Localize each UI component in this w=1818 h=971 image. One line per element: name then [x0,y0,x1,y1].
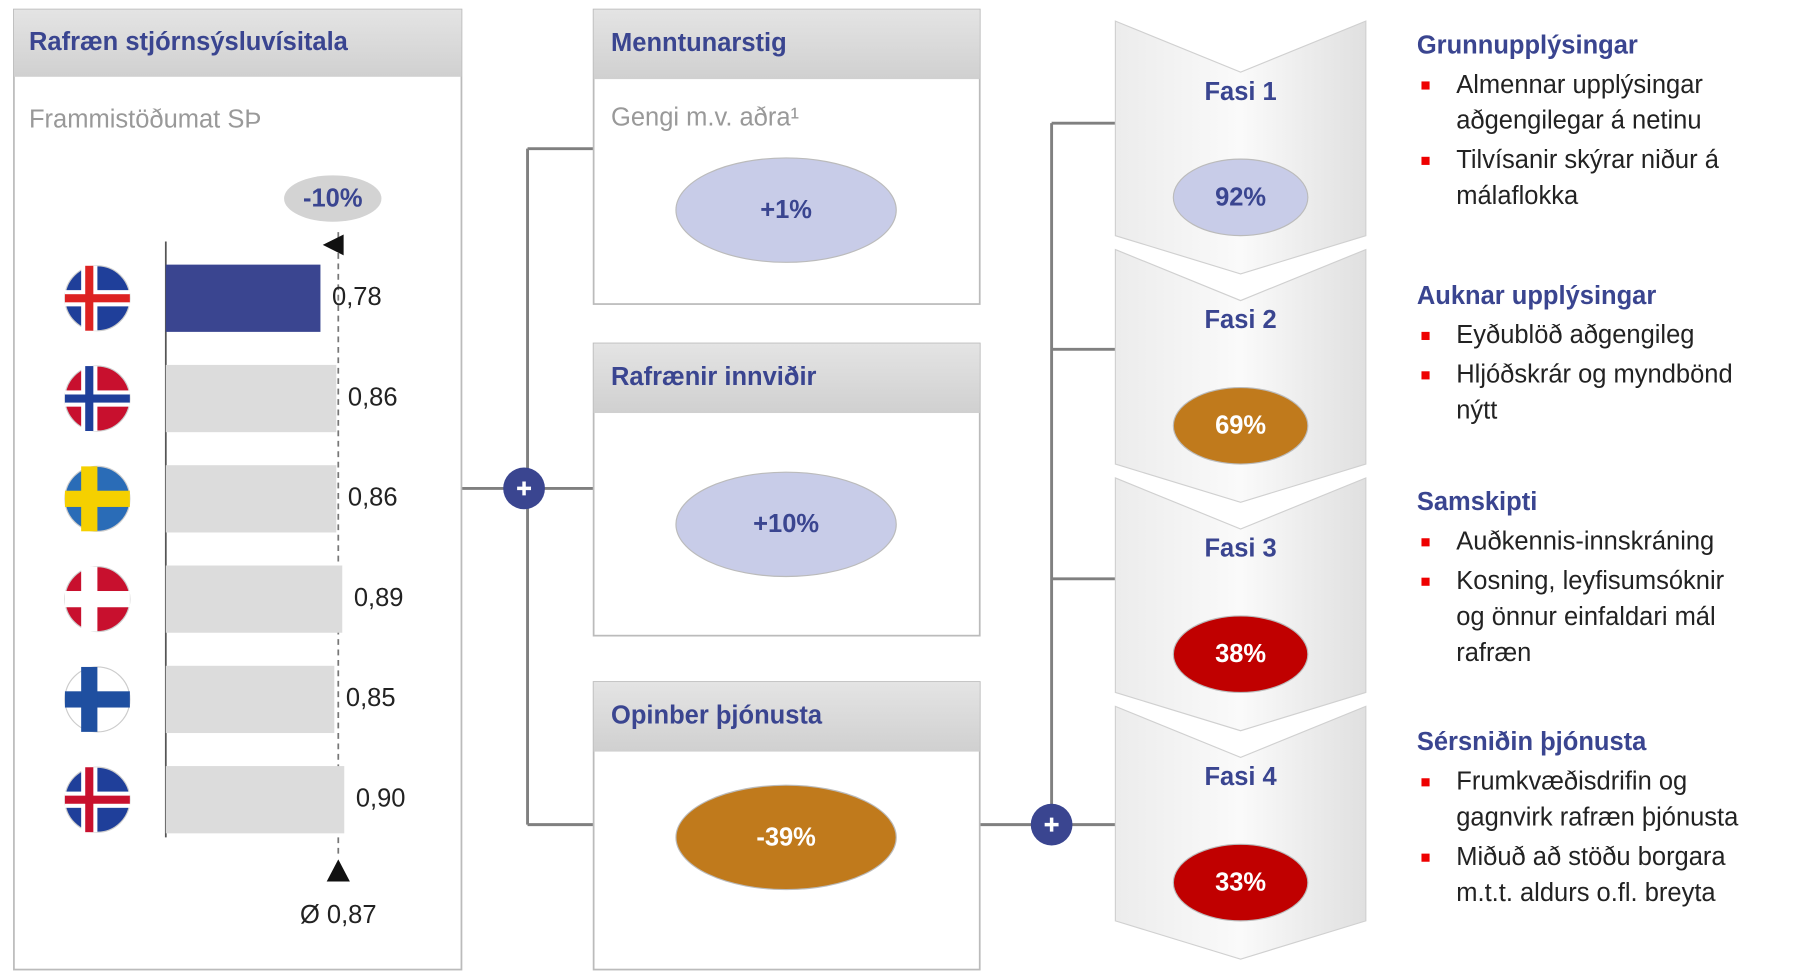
bullet [1421,81,1430,90]
flag-cross [81,466,98,532]
flag [64,365,131,432]
bullet [1421,538,1430,547]
factor-value: -39% [756,823,816,851]
phase-ellipse [1172,843,1309,922]
plus-sign [1044,817,1059,832]
panel-title: Rafræn stjórnsýsluvísitala [29,28,349,56]
description-item: gagnvirk rafræn þjónusta [1456,804,1739,832]
flag [64,465,131,532]
bar [165,264,321,332]
flag-cross [85,265,94,331]
description-item: Tilvísanir skýrar niður á [1456,146,1719,174]
bar [165,565,343,633]
description-item: aðgengilegar á netinu [1456,107,1701,135]
factor-title: Rafrænir innviðir [611,363,817,391]
bullet [1421,778,1430,787]
average-marker [326,859,350,882]
phase-value: 38% [1215,640,1266,668]
description-item: Hljóðskrár og myndbönd [1456,361,1732,389]
description-item: Auðkennis-innskráning [1456,528,1714,556]
description-item: nýtt [1456,397,1497,425]
description-item: Eyðublöð aðgengileg [1456,321,1694,349]
phase-ellipse [1172,615,1309,694]
phase-value: 33% [1215,869,1266,897]
phase-label: Fasi 2 [1204,306,1276,334]
phase-label: Fasi 1 [1204,78,1276,106]
value-label: 0,78 [332,283,382,311]
flag [64,265,131,332]
description-heading: Samskipti [1417,488,1537,516]
factor-ellipse [675,784,897,891]
phase-ellipse [1172,158,1309,237]
value-label: 0,86 [348,484,398,512]
bullet [1421,577,1430,586]
flag-cross [85,366,94,432]
phase-label: Fasi 3 [1204,535,1276,563]
factor-header [593,343,980,414]
factor-value: +1% [760,196,812,224]
factor-ellipse [675,157,897,263]
factor-ellipse [675,471,897,578]
panel-subtitle: Frammistöðumat SÞ [29,106,261,134]
factor-subtitle: Gengi m.v. aðra¹ [611,103,799,131]
description-heading: Auknar upplýsingar [1417,282,1657,310]
gap-label: -10% [303,184,363,212]
flag-cross [81,666,98,732]
flag-cross [64,294,130,303]
plus-sign [517,481,532,496]
bar [165,364,337,433]
bullet [1421,853,1430,862]
index-header [13,9,462,77]
description-item: Kosning, leyfisumsóknir [1456,567,1724,595]
value-label: 0,89 [354,584,404,612]
description-heading: Grunnupplýsingar [1417,31,1638,59]
marker [322,234,344,256]
description-item: m.t.t. aldurs o.fl. breyta [1456,879,1716,907]
factor-title: Menntunarstig [611,29,787,57]
flag [64,766,131,833]
phase-label: Fasi 4 [1204,763,1277,791]
phase-value: 69% [1215,412,1266,440]
bar [165,665,335,734]
bullet [1421,331,1430,340]
factor-header [593,682,980,752]
flag-cross [81,566,98,632]
bar [165,465,337,533]
description-item: málaflokka [1456,182,1579,210]
bullet [1421,156,1430,165]
gap-pill [284,175,382,222]
description-heading: Sérsniðin þjónusta [1417,728,1647,756]
flag-cross [64,795,130,804]
phase-ellipse [1172,386,1309,465]
description-item: og önnur einfaldari mál [1456,603,1715,631]
flag [64,666,131,733]
factor-header [593,9,980,80]
bar [165,766,345,834]
value-label: 0,90 [356,784,406,812]
flag-cross [64,394,130,403]
flag-cross [85,767,94,833]
factor-title: Opinber þjónusta [611,702,823,730]
description-item: rafræn [1456,639,1531,667]
average-label: Ø 0,87 [300,901,377,929]
description-item: Frumkvæðisdrifin og [1456,768,1687,796]
flag [64,566,131,633]
factor-value: +10% [753,510,819,538]
value-label: 0,86 [348,383,398,411]
value-label: 0,85 [346,684,396,712]
description-item: Almennar upplýsingar [1456,71,1703,99]
description-item: Miðuð að stöðu borgara [1456,843,1726,871]
bullet [1421,371,1430,380]
phase-value: 92% [1215,183,1266,211]
